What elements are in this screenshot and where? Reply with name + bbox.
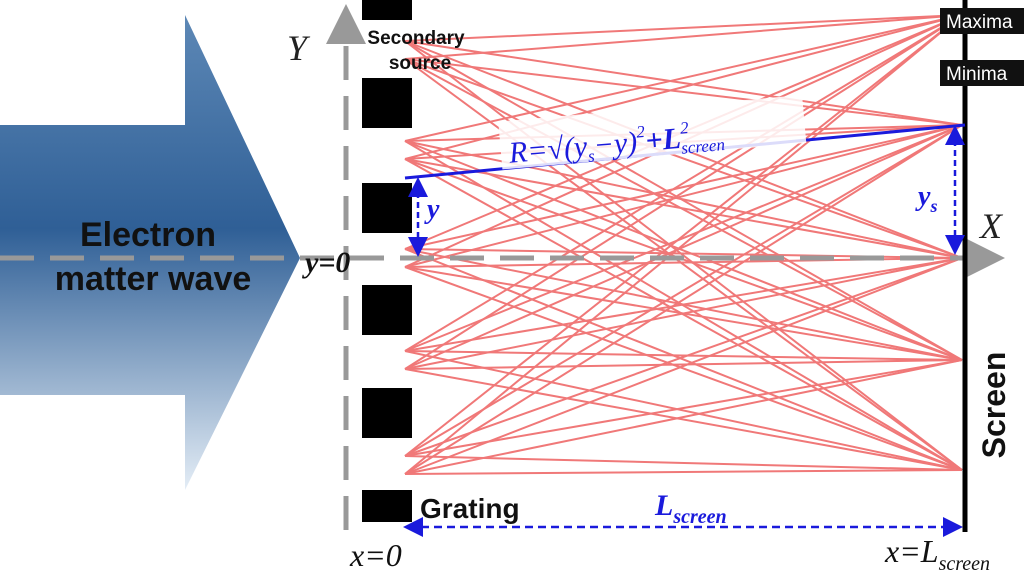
grating-bar: [362, 490, 412, 522]
ray: [404, 469, 963, 475]
x-start-label: x=0: [349, 537, 402, 573]
ray: [404, 124, 963, 352]
ray: [404, 140, 963, 361]
arrow-label: matter wave: [55, 260, 252, 298]
ray: [404, 266, 963, 471]
ray: [404, 359, 963, 370]
ray: [404, 350, 963, 361]
formula-part: +L: [644, 122, 682, 158]
grating-bar: [362, 0, 412, 20]
grating-bar: [362, 183, 412, 233]
slit-offset: y: [424, 194, 440, 225]
x-axis-label: X: [978, 206, 1004, 246]
ray: [404, 368, 963, 471]
grating-bar: [362, 285, 412, 335]
ray: [404, 124, 963, 370]
grating-bar: [362, 388, 412, 438]
ray: [404, 14, 963, 457]
wave-arrow: [0, 15, 300, 490]
ray: [404, 14, 963, 60]
ray: [404, 257, 963, 370]
ray: [404, 124, 963, 250]
ray: [404, 257, 963, 352]
formula-part: −y): [592, 126, 638, 163]
ray: [404, 58, 963, 126]
ray: [404, 14, 963, 475]
formula-part: s: [587, 146, 596, 166]
distance-base: L: [654, 489, 673, 522]
ray: [404, 350, 963, 471]
ray: [404, 124, 963, 268]
maxima-label: Maxima: [946, 12, 1013, 33]
minima-box: [940, 60, 1024, 86]
arrow-label: Electron: [80, 216, 216, 254]
ray: [404, 257, 963, 457]
origin-label: y=0: [302, 246, 350, 279]
formula-part: R=√: [507, 132, 566, 170]
distance-sub: screen: [672, 506, 726, 528]
ray: [404, 248, 963, 471]
formula-part: 2: [635, 122, 646, 142]
formula: R=√(ys−y)2+L2screen: [498, 95, 807, 173]
y-axis-label: Y: [287, 28, 311, 68]
ray: [404, 124, 963, 457]
x-end-label: x=Lscreen: [884, 533, 990, 575]
ray: [404, 14, 963, 160]
screen-label: Screen: [976, 352, 1012, 459]
screen-offset-sub: s: [929, 196, 937, 216]
secondary-source: Secondary: [367, 28, 465, 49]
ray: [404, 58, 963, 471]
grating: [362, 0, 412, 522]
maxima-box: [940, 8, 1024, 34]
ray: [404, 14, 963, 142]
ray: [404, 40, 963, 126]
ray: [404, 14, 963, 352]
distance-label: Lscreen: [654, 489, 727, 528]
grating-bar: [362, 78, 412, 128]
ray: [404, 359, 963, 475]
ray: [404, 455, 963, 471]
formula-part: 2: [679, 118, 690, 138]
ray: [404, 14, 963, 370]
ray: [404, 257, 963, 475]
formula-text: R=√(ys−y)2+L2screen: [506, 115, 725, 173]
ray: [404, 124, 963, 475]
rays: [404, 14, 963, 475]
formula-part: screen: [680, 135, 725, 158]
ray: [404, 359, 963, 457]
secondary-source: source: [389, 53, 451, 74]
grating-label: Grating: [420, 493, 520, 524]
ray: [404, 58, 963, 259]
ray: [404, 158, 963, 259]
screen-offset: ys: [915, 181, 937, 216]
x-end-sub: screen: [939, 553, 990, 575]
minima-label: Minima: [946, 64, 1008, 85]
formula-bg: [498, 95, 807, 170]
x-end-base: x=L: [884, 533, 939, 569]
ray: [404, 14, 963, 42]
formula-part: y: [569, 130, 589, 164]
ray: [404, 140, 963, 259]
screen-offset-base: y: [915, 181, 931, 212]
